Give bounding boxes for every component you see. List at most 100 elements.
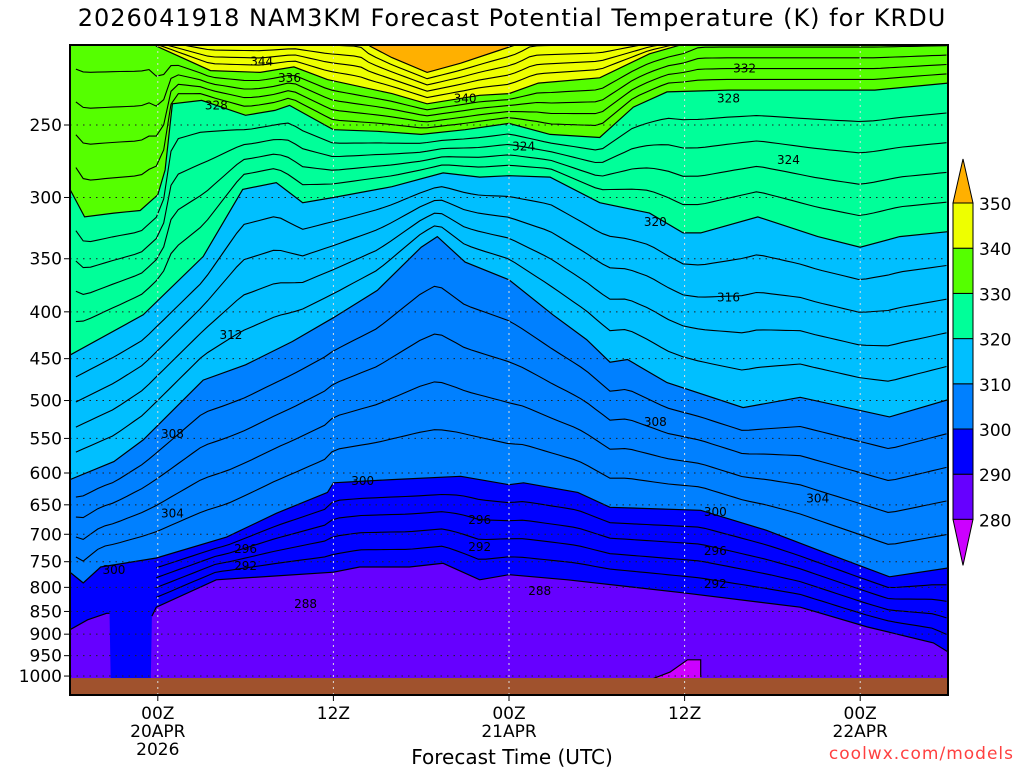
y-tick-label: 400 (30, 303, 62, 323)
contour-line-328 (75, 112, 947, 243)
contour-line-314 (75, 212, 947, 428)
y-tick-label: 900 (30, 625, 62, 645)
contour-line-342 (156, 45, 676, 99)
y-tick-label: 650 (30, 496, 62, 516)
ground (70, 678, 948, 695)
x-tick-label: 21APR (481, 722, 537, 742)
plot-area: 344 336 328 340 324 332 328 324 320 316 312 308 308 3… (70, 45, 948, 695)
x-tick-label: 2026 (136, 740, 179, 760)
contour-label: 292 (234, 559, 257, 573)
x-tick-label: 00Z (141, 704, 174, 724)
chart-title: 2026041918 NAM3KM Forecast Potential Tem… (77, 4, 947, 32)
contour-line-312 (75, 225, 947, 453)
x-tick-label: 00Z (844, 704, 877, 724)
contour-label: 292 (468, 540, 491, 554)
x-tick-label: 00Z (492, 704, 525, 724)
contour-label: 292 (704, 577, 727, 591)
contour-line-302 (75, 429, 947, 562)
contour-label: 296 (234, 542, 257, 556)
y-tick-label: 600 (30, 464, 62, 484)
x-tick-label: 12Z (317, 704, 350, 724)
colorbar-swatch-310 (952, 338, 974, 385)
contour-label: 320 (644, 215, 667, 229)
colorbar-swatch-320 (952, 292, 974, 340)
colorbar-swatch-300 (952, 383, 974, 430)
colorbar: 280 290 300 310 320 330 340 350 (952, 158, 1011, 566)
contour-line-290 (151, 562, 948, 653)
colorbar-label: 330 (979, 285, 1011, 305)
plot-frame (69, 44, 949, 696)
colorbar-label: 280 (979, 511, 1011, 531)
contour-label: 288 (528, 584, 551, 598)
contour-line-306 (75, 333, 947, 519)
contour-line-322 (75, 164, 947, 323)
colorbar-arrow-bottom (952, 518, 974, 566)
contour-line-298 (156, 493, 947, 589)
contour-line-350 (367, 45, 518, 74)
contour-line-324 (75, 153, 947, 295)
contour-line-292 (156, 545, 947, 635)
contour-line-320 (70, 172, 948, 356)
colorbar-swatch-340 (952, 202, 974, 249)
y-tick-label: 250 (30, 116, 62, 136)
y-tick-label: 700 (30, 525, 62, 545)
y-tick-label: 800 (30, 578, 62, 598)
contour-label: 328 (717, 92, 740, 106)
colorbar-label: 340 (979, 240, 1011, 260)
contour-label: 308 (644, 415, 667, 429)
contour-label: 296 (468, 513, 491, 527)
contour-line-344 (164, 45, 664, 92)
y-tick-label: 1000 (19, 667, 62, 687)
contour-line-326 (75, 138, 947, 269)
colorbar-label: 310 (979, 376, 1011, 396)
y-tick-label: 550 (30, 429, 62, 449)
contour-label: 340 (454, 92, 477, 106)
contour-line-338 (75, 45, 947, 111)
contour-line-348 (320, 45, 600, 80)
contour-label: 308 (161, 427, 184, 441)
band-below-290 (150, 563, 948, 695)
colorbar-label: 300 (979, 421, 1011, 441)
contour-label: 304 (806, 492, 829, 506)
contour-line-280 (649, 659, 702, 681)
contour-label: 328 (205, 98, 228, 112)
contour-line-316 (75, 199, 947, 403)
band-below-290 (70, 613, 111, 695)
colorbar-label: 350 (979, 195, 1011, 215)
contour-label: 324 (777, 153, 800, 167)
contour-label: 336 (278, 71, 301, 85)
contour-line-300 (70, 475, 948, 584)
contour-line-336 (75, 54, 947, 117)
contour-label: 344 (250, 54, 273, 68)
contour-line-310 (70, 235, 948, 481)
contour-line-318 (75, 186, 947, 378)
colorbar-arrow-top (952, 158, 974, 204)
x-axis-label: Forecast Time (UTC) (411, 745, 613, 769)
contour-label: 300 (102, 563, 125, 577)
credit-link[interactable]: coolwx.com/models (828, 744, 1014, 764)
contour-label: 332 (733, 62, 756, 76)
y-tick-label: 850 (30, 602, 62, 622)
x-tick-label: 20APR (130, 722, 186, 742)
colorbar-swatch-280 (952, 473, 974, 520)
contour-line-290 (70, 612, 110, 631)
contour-label: 288 (294, 597, 317, 611)
y-tick-label: 950 (30, 647, 62, 667)
x-tick-label: 12Z (668, 704, 701, 724)
colorbar-swatch-330 (952, 247, 974, 294)
contour-line-340 (155, 45, 683, 105)
contour-label: 312 (220, 328, 243, 342)
x-tick-label: 22APR (833, 722, 889, 742)
y-tick-label: 500 (30, 392, 62, 412)
y-tick-label: 300 (30, 188, 62, 208)
y-tick-label: 450 (30, 350, 62, 370)
y-tick-label: 750 (30, 553, 62, 573)
contour-label: 304 (161, 506, 184, 520)
contour-line-294 (156, 528, 947, 619)
contour-label: 300 (351, 474, 374, 488)
contour-line-346 (179, 45, 644, 86)
contour-line-334 (75, 63, 947, 145)
contour-line-308 (75, 285, 947, 498)
contour-label: 316 (717, 291, 740, 305)
